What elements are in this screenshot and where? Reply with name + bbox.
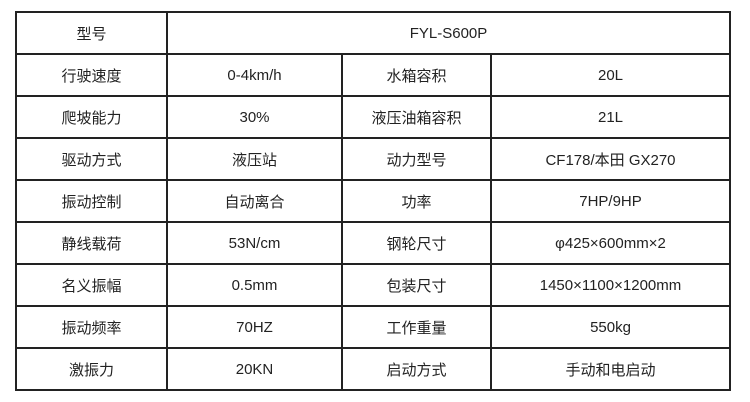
table-row: 振动频率 70HZ 工作重量 550kg bbox=[15, 305, 731, 349]
spec-label: 启动方式 bbox=[341, 347, 492, 391]
spec-label: 液压油箱容积 bbox=[341, 95, 492, 139]
spec-value: 自动离合 bbox=[166, 179, 343, 223]
spec-label: 包装尺寸 bbox=[341, 263, 492, 307]
spec-value: 70HZ bbox=[166, 305, 343, 349]
spec-value: CF178/本田 GX270 bbox=[490, 137, 731, 181]
spec-label: 钢轮尺寸 bbox=[341, 221, 492, 265]
spec-label: 行驶速度 bbox=[15, 53, 168, 97]
spec-value: 21L bbox=[490, 95, 731, 139]
spec-value: 30% bbox=[166, 95, 343, 139]
spec-value: 手动和电启动 bbox=[490, 347, 731, 391]
spec-value: 液压站 bbox=[166, 137, 343, 181]
spec-label: 爬坡能力 bbox=[15, 95, 168, 139]
spec-label: 水箱容积 bbox=[341, 53, 492, 97]
spec-value: 550kg bbox=[490, 305, 731, 349]
spec-value: 20KN bbox=[166, 347, 343, 391]
spec-value: 20L bbox=[490, 53, 731, 97]
table-row: 名义振幅 0.5mm 包装尺寸 1450×1100×1200mm bbox=[15, 263, 731, 307]
spec-label: 静线载荷 bbox=[15, 221, 168, 265]
table-row: 激振力 20KN 启动方式 手动和电启动 bbox=[15, 347, 731, 391]
spec-label: 激振力 bbox=[15, 347, 168, 391]
spec-label: 振动控制 bbox=[15, 179, 168, 223]
spec-value: φ425×600mm×2 bbox=[490, 221, 731, 265]
table-row: 静线载荷 53N/cm 钢轮尺寸 φ425×600mm×2 bbox=[15, 221, 731, 265]
spec-value: 7HP/9HP bbox=[490, 179, 731, 223]
table-row: 振动控制 自动离合 功率 7HP/9HP bbox=[15, 179, 731, 223]
spec-label: 工作重量 bbox=[341, 305, 492, 349]
table-row: 爬坡能力 30% 液压油箱容积 21L bbox=[15, 95, 731, 139]
spec-label: 名义振幅 bbox=[15, 263, 168, 307]
spec-label: 振动频率 bbox=[15, 305, 168, 349]
spec-value: 1450×1100×1200mm bbox=[490, 263, 731, 307]
table-row: 驱动方式 液压站 动力型号 CF178/本田 GX270 bbox=[15, 137, 731, 181]
spec-value: 0-4km/h bbox=[166, 53, 343, 97]
spec-value: 0.5mm bbox=[166, 263, 343, 307]
model-value: FYL-S600P bbox=[166, 11, 731, 55]
spec-label: 驱动方式 bbox=[15, 137, 168, 181]
spec-value: 53N/cm bbox=[166, 221, 343, 265]
model-label: 型号 bbox=[15, 11, 168, 55]
spec-table: 型号 FYL-S600P 行驶速度 0-4km/h 水箱容积 20L 爬坡能力 30% 液压… bbox=[15, 11, 731, 391]
spec-label: 动力型号 bbox=[341, 137, 492, 181]
table-row-model: 型号 FYL-S600P bbox=[15, 11, 731, 55]
spec-label: 功率 bbox=[341, 179, 492, 223]
table-row: 行驶速度 0-4km/h 水箱容积 20L bbox=[15, 53, 731, 97]
